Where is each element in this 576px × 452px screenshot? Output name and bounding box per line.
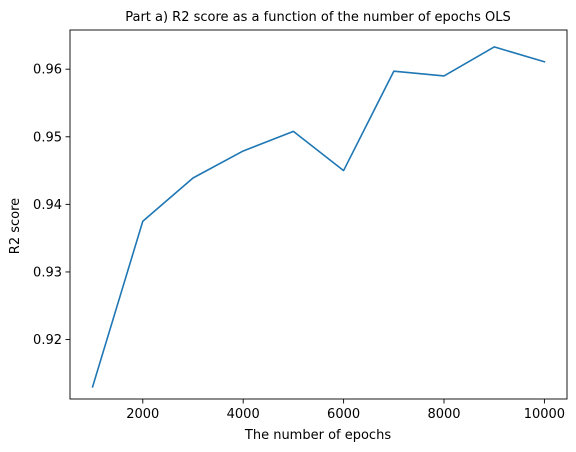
y-tick-label: 0.95 <box>33 130 62 145</box>
y-axis-label: R2 score <box>8 198 23 254</box>
x-tick-label: 4000 <box>227 407 260 422</box>
series-line <box>91 46 546 388</box>
y-tick-label: 0.96 <box>33 63 62 78</box>
x-axis-label: The number of epochs <box>244 428 391 443</box>
chart-title: Part a) R2 score as a function of the nu… <box>125 10 511 25</box>
y-tick-label: 0.94 <box>33 198 62 213</box>
series-group <box>91 46 546 388</box>
y-tick-label: 0.93 <box>33 265 62 280</box>
x-tick-label: 6000 <box>327 407 360 422</box>
axes-group: 2000 4000 6000 8000 10000 0.92 0.93 0.94 0.95 0.9… <box>33 29 568 422</box>
x-tick-label: 10000 <box>524 407 565 422</box>
x-tick-label: 2000 <box>126 407 159 422</box>
y-tick-label: 0.92 <box>33 333 62 348</box>
plot-frame <box>69 29 568 400</box>
x-tick-label: 8000 <box>427 407 460 422</box>
